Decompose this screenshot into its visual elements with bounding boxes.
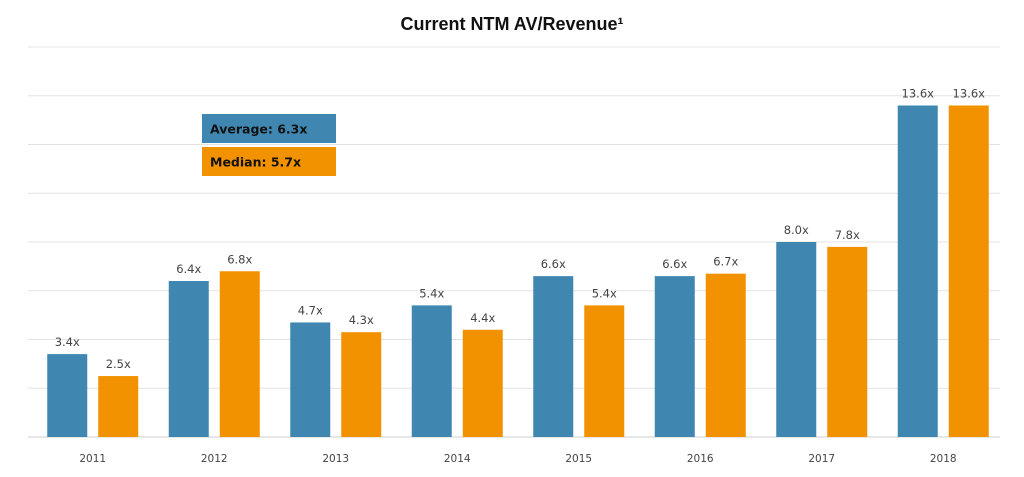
bar-2017-series-2 — [827, 246, 868, 437]
x-tick-label-2017: 2017 — [808, 453, 835, 465]
bar-2014-series-2 — [462, 329, 503, 437]
annotation-text-2: Median: 5.7x — [210, 155, 301, 170]
x-tick-label-2011: 2011 — [79, 453, 106, 465]
bar-2013-series-2 — [341, 332, 382, 437]
data-label-2018-series-2: 13.6x — [953, 87, 986, 101]
data-label-2014-series-2: 4.4x — [470, 311, 495, 325]
data-label-2011-series-1: 3.4x — [55, 335, 80, 349]
bar-2015-series-2 — [584, 305, 625, 437]
annotation-text-1: Average: 6.3x — [210, 122, 307, 137]
data-label-2017-series-1: 8.0x — [784, 223, 809, 237]
data-label-2018-series-1: 13.6x — [902, 87, 935, 101]
x-tick-label-2012: 2012 — [201, 453, 228, 465]
bars — [47, 105, 989, 437]
bar-2014-series-1 — [411, 305, 452, 437]
x-tick-label-2014: 2014 — [444, 453, 471, 465]
bar-2012-series-1 — [168, 281, 209, 437]
x-tick-label-2013: 2013 — [322, 453, 349, 465]
bar-2016-series-1 — [654, 276, 695, 437]
data-label-2016-series-1: 6.6x — [662, 257, 687, 271]
data-label-2012-series-2: 6.8x — [227, 252, 252, 266]
annotation-box-2 — [202, 147, 336, 176]
data-label-2011-series-2: 2.5x — [106, 357, 131, 371]
chart-title: Current NTM AV/Revenue¹ — [400, 14, 623, 34]
legend-annotations: Average: 6.3x Median: 5.7x — [202, 114, 336, 176]
bar-2011-series-2 — [98, 376, 139, 437]
data-labels: 3.4x 2.5x 6.4x 6.8x 4.7x 4.3x 5.4x 4.4x 6.6x 5.4x… — [55, 87, 985, 372]
data-label-2016-series-2: 6.7x — [713, 255, 738, 269]
bar-2017-series-1 — [776, 242, 817, 437]
annotation-box-1 — [202, 114, 336, 143]
bar-2011-series-1 — [47, 354, 88, 437]
x-tick-label-2015: 2015 — [565, 453, 592, 465]
data-label-2015-series-2: 5.4x — [592, 286, 617, 300]
x-tick-label-2016: 2016 — [687, 453, 714, 465]
bar-2018-series-1 — [897, 105, 938, 437]
bar-2018-series-2 — [948, 105, 989, 437]
data-label-2017-series-2: 7.8x — [835, 228, 860, 242]
data-label-2015-series-1: 6.6x — [541, 257, 566, 271]
data-label-2014-series-1: 5.4x — [419, 286, 444, 300]
data-label-2013-series-2: 4.3x — [349, 313, 374, 327]
bar-2013-series-1 — [290, 322, 331, 437]
data-label-2013-series-1: 4.7x — [298, 303, 323, 317]
data-label-2012-series-1: 6.4x — [176, 262, 201, 276]
bar-2012-series-2 — [219, 271, 260, 437]
x-tick-label-2018: 2018 — [930, 453, 957, 465]
x-axis-tick-labels: 2011 2012 2013 2014 2015 2016 2017 2018 — [79, 453, 956, 465]
bar-2015-series-1 — [533, 276, 574, 437]
bar-2016-series-2 — [705, 273, 746, 437]
